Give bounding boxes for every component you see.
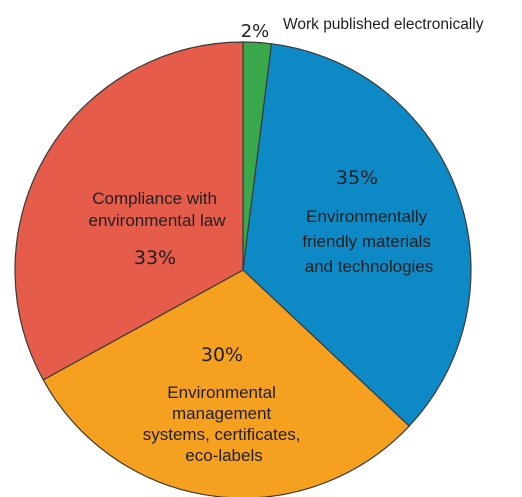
slice-2-name-label: Environmental management systems, certif… bbox=[143, 383, 306, 465]
slice-3-name-line-2: environmental law bbox=[88, 211, 226, 230]
slice-1-name-line-3: and technologies bbox=[305, 257, 434, 276]
slice-1-name-line-2: friendly materials bbox=[302, 232, 431, 251]
slice-1-name-line-1: Environmentally bbox=[306, 207, 427, 226]
slice-0-name-label: Work published electronically bbox=[283, 16, 484, 33]
pie-slice-3 bbox=[14, 41, 244, 381]
slice-3-name-line-1: Compliance with bbox=[92, 189, 217, 208]
slice-2-percent-label: 30% bbox=[201, 344, 243, 366]
slice-2-name-line-2: management bbox=[172, 404, 272, 423]
slice-0-percent-label: 2% bbox=[241, 21, 270, 42]
pie-slice-1 bbox=[242, 43, 472, 427]
slice-3-percent-label: 33% bbox=[134, 247, 176, 269]
slice-2-name-line-1: Environmental bbox=[167, 383, 276, 402]
pie-slices bbox=[14, 41, 472, 497]
slice-3-name-label: Compliance with environmental law bbox=[88, 189, 226, 230]
slice-1-name-label: Environmentally friendly materials and t… bbox=[302, 207, 435, 276]
slice-1-percent-label: 35% bbox=[336, 167, 378, 189]
slice-2-name-line-4: eco-labels bbox=[185, 446, 263, 465]
slice-2-name-line-3: systems, certificates, bbox=[143, 425, 301, 444]
pie-slice-2 bbox=[42, 269, 410, 497]
